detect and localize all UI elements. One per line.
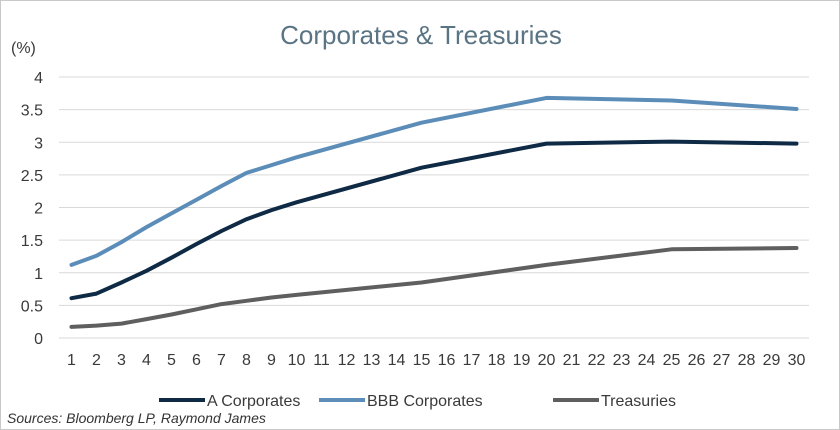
gridlines	[59, 76, 809, 339]
x-tick-label: 20	[538, 352, 556, 369]
legend-label: Treasuries	[601, 393, 676, 410]
x-tick-label: 16	[438, 352, 456, 369]
y-tick-label: 3.5	[21, 103, 43, 120]
x-tick-label: 22	[588, 352, 606, 369]
x-tick-label: 7	[217, 352, 226, 369]
x-tick-label: 11	[313, 352, 330, 369]
y-tick-label: 1.5	[21, 233, 43, 250]
x-axis-ticks: 1 2 3 4 5 6 7 8 9 10 11 12 13 14 15 16 17 18 19 20 21 22 23 24 2…	[67, 352, 805, 369]
series-line-3	[69, 246, 799, 329]
x-tick-label: 23	[613, 352, 631, 369]
x-tick-label: 1	[67, 352, 76, 369]
x-tick-label: 30	[788, 352, 806, 369]
source-note: Sources: Bloomberg LP, Raymond James	[7, 410, 266, 426]
chart-title: Corporates & Treasuries	[280, 20, 562, 50]
x-tick-label: 27	[713, 352, 731, 369]
x-tick-label: 5	[167, 352, 176, 369]
x-tick-label: 14	[388, 352, 406, 369]
x-tick-label: 29	[763, 352, 781, 369]
x-tick-label: 19	[513, 352, 531, 369]
x-tick-label: 21	[563, 352, 581, 369]
x-tick-label: 26	[688, 352, 706, 369]
y-axis-unit-label: (%)	[11, 40, 36, 57]
x-tick-label: 10	[288, 352, 306, 369]
x-tick-label: 12	[338, 352, 356, 369]
y-tick-label: 3	[34, 135, 43, 152]
x-tick-label: 28	[738, 352, 756, 369]
x-tick-label: 15	[413, 352, 431, 369]
x-tick-label: 2	[92, 352, 101, 369]
y-tick-label: 2.5	[21, 168, 43, 185]
y-tick-label: 4	[34, 70, 43, 87]
y-tick-label: 1	[34, 266, 43, 283]
x-tick-label: 9	[267, 352, 276, 369]
x-tick-label: 8	[242, 352, 251, 369]
x-tick-label: 4	[142, 352, 151, 369]
legend-label: BBB Corporates	[367, 393, 483, 410]
x-tick-label: 13	[363, 352, 381, 369]
series-line-1	[69, 139, 799, 301]
series-line-2	[69, 95, 799, 267]
x-tick-label: 25	[663, 352, 681, 369]
y-tick-label: 2	[34, 201, 43, 218]
x-tick-label: 18	[488, 352, 506, 369]
x-tick-label: 3	[117, 352, 126, 369]
y-axis-ticks: 0 0.5 1 1.5 2 2.5 3 3.5 4	[21, 70, 43, 348]
x-tick-label: 17	[463, 352, 481, 369]
x-tick-label: 24	[638, 352, 656, 369]
legend: A Corporates BBB Corporates Treasuries	[159, 393, 676, 410]
x-tick-label: 6	[192, 352, 201, 369]
series-lines	[69, 95, 799, 329]
legend-label: A Corporates	[207, 393, 300, 410]
y-tick-label: 0.5	[21, 298, 43, 315]
y-tick-label: 0	[34, 331, 43, 348]
